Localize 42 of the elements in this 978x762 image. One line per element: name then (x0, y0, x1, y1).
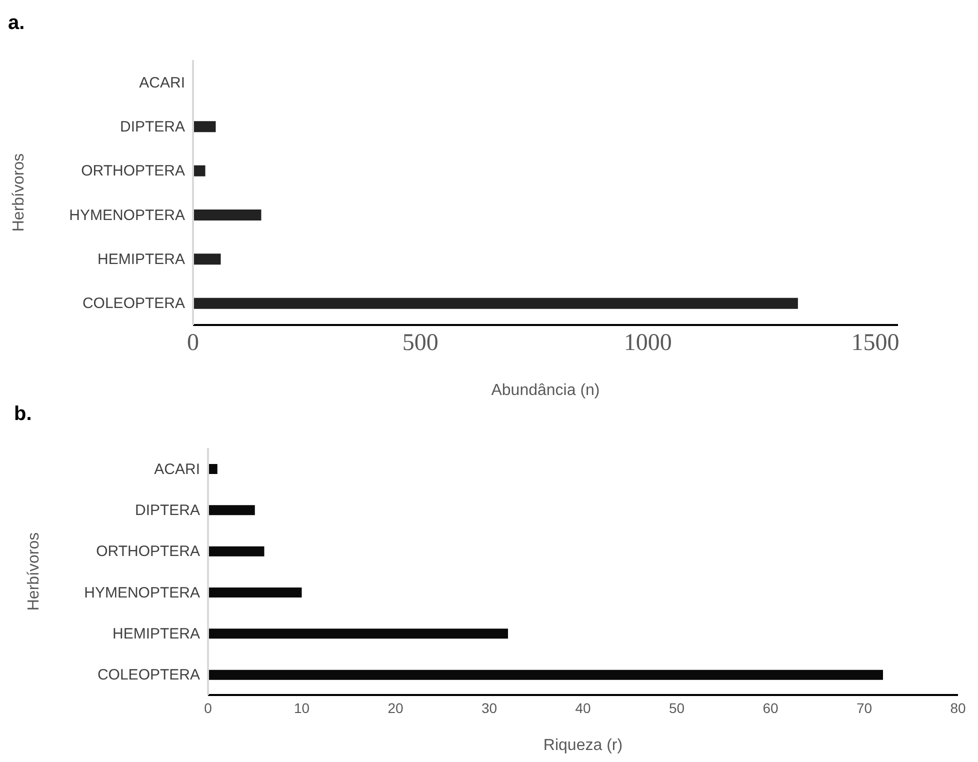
y-axis-title: Herbívoros (10, 153, 28, 232)
x-tick-label: 60 (762, 700, 778, 716)
y-tick-label: HEMIPTERA (97, 251, 185, 268)
text: a. (8, 12, 25, 35)
x-tick-label: 1000 (624, 330, 672, 356)
x-tick-label: 80 (950, 700, 966, 716)
x-tick-label: 0 (187, 330, 199, 356)
bar (193, 298, 798, 309)
bar (208, 505, 255, 516)
x-tick-label: 0 (204, 700, 212, 716)
y-axis-title: Herbívoros (26, 532, 43, 611)
y-tick-label: HYMENOPTERA (69, 206, 185, 224)
x-tick-label: 70 (856, 700, 872, 716)
y-tick-label: HYMENOPTERA (84, 584, 200, 602)
y-tick-label: COLEOPTERA (97, 666, 200, 684)
bar (193, 210, 262, 220)
x-tick-label: 20 (388, 700, 404, 716)
bar (193, 121, 216, 132)
y-tick-label: HEMIPTERA (112, 626, 200, 643)
x-tick-label: 10 (294, 700, 310, 716)
y-tick-label: ACARI (139, 74, 185, 92)
bar (193, 254, 221, 265)
y-tick-label: DIPTERA (120, 118, 185, 136)
x-tick-label: 500 (402, 330, 438, 356)
y-tick-label: DIPTERA (134, 502, 200, 520)
bar (193, 165, 206, 176)
bar (208, 464, 218, 474)
y-tick-label: ACARI (154, 460, 200, 478)
y-tick-label: COLEOPTERA (82, 295, 185, 312)
bar (208, 588, 302, 598)
y-tick-label: ORTHOPTERA (96, 543, 200, 560)
x-tick-label: 30 (481, 700, 498, 716)
y-tick-label: ORTHOPTERA (81, 162, 185, 180)
bar (208, 546, 264, 556)
x-axis-title: Riqueza (r) (543, 737, 623, 754)
x-tick-label: 40 (575, 700, 591, 716)
bar (208, 670, 883, 680)
bar (208, 628, 508, 639)
x-tick-label: 50 (668, 700, 685, 716)
x-axis-title: Abundância (n) (491, 382, 600, 399)
x-tick-label: 1500 (851, 330, 900, 356)
text: b. (14, 403, 32, 426)
